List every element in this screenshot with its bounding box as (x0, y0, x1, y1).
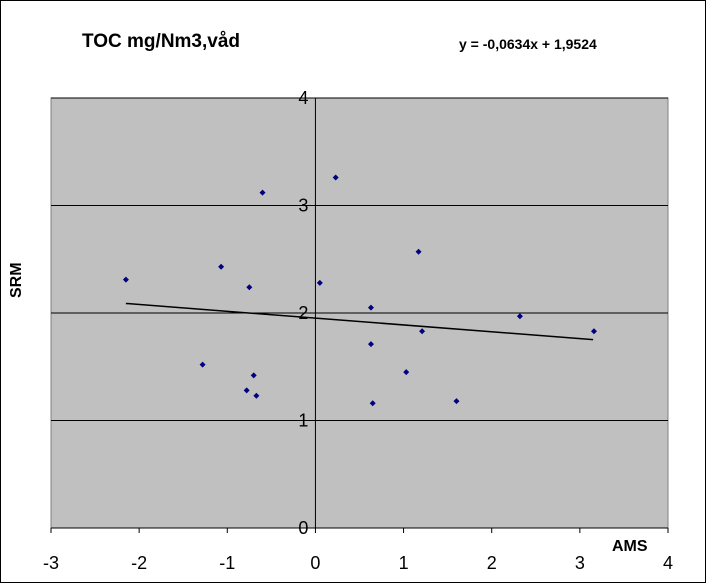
x-tick-label: -1 (219, 553, 235, 573)
data-point (419, 328, 426, 335)
y-tick-label: 2 (298, 303, 308, 323)
chart-title: TOC mg/Nm3,våd (82, 31, 241, 52)
data-point (453, 398, 460, 405)
x-tick-label: 2 (487, 553, 497, 573)
y-tick-label: 1 (298, 411, 308, 431)
data-point (250, 372, 257, 379)
y-tick-label: 0 (298, 518, 308, 538)
data-point (367, 304, 374, 311)
x-tick-label: -2 (131, 553, 147, 573)
data-point (243, 387, 250, 394)
data-point (590, 328, 597, 335)
data-point (246, 284, 253, 291)
data-point (369, 400, 376, 407)
trendline-equation: y = -0,0634x + 1,9524 (459, 36, 597, 52)
y-tick-label: 3 (298, 196, 308, 216)
data-point (253, 392, 260, 399)
x-axis-label: AMS (612, 538, 648, 555)
data-point (259, 189, 266, 196)
x-tick-label: 3 (575, 553, 585, 573)
data-point (367, 341, 374, 348)
trendline (125, 302, 594, 341)
data-point (516, 313, 523, 320)
data-point (218, 263, 225, 270)
x-tick-label: 0 (310, 553, 320, 573)
data-point (415, 248, 422, 255)
x-tick-label: 1 (399, 553, 409, 573)
x-tick-label: -3 (43, 553, 59, 573)
data-point (199, 361, 206, 368)
data-point (122, 276, 129, 283)
data-point (332, 174, 339, 181)
y-tick-label: 4 (298, 88, 308, 108)
x-tick-label: 4 (663, 553, 673, 573)
data-point (403, 369, 410, 376)
data-point (316, 279, 323, 286)
